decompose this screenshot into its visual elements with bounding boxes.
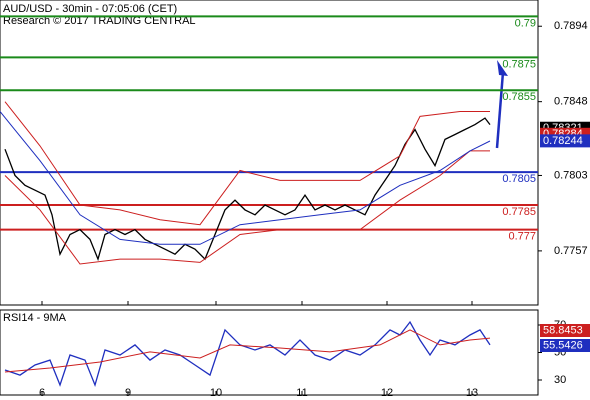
- y-tick-label: 30: [554, 374, 566, 386]
- x-tick-label: 12: [381, 387, 393, 399]
- price-tag: [540, 324, 590, 337]
- series-line: [4, 117, 491, 262]
- y-tick-label: 0.7803: [554, 169, 588, 181]
- price-tag-label: 58.8453: [543, 324, 583, 336]
- x-tick-label: 10: [210, 387, 222, 399]
- rsi-panel: [0, 309, 539, 396]
- arrow-head: [497, 60, 508, 76]
- level-label: 0.7805: [502, 173, 536, 185]
- price-tag-label: 0.78244: [543, 135, 583, 147]
- series-line: [4, 150, 490, 265]
- rsi-title: RSI14 - 9MA: [3, 312, 67, 324]
- series-line: [4, 329, 491, 373]
- level-label: 0.777: [508, 230, 536, 242]
- x-tick-label: 13: [466, 387, 478, 399]
- level-label: 0.79: [515, 17, 536, 29]
- chart-title: AUD/USD - 30min - 07:05:06 (CET): [3, 3, 177, 15]
- x-tick-label: 9: [125, 387, 131, 399]
- forecast-arrow: [495, 71, 505, 149]
- series-line: [0, 111, 491, 245]
- level-label: 0.7875: [502, 58, 536, 70]
- price-panel: [0, 0, 539, 306]
- chart-subtitle: Research © 2017 TRADING CENTRAL: [3, 15, 196, 27]
- x-tick-label: 6: [39, 387, 45, 399]
- series-line: [4, 320, 491, 388]
- price-tag: [540, 134, 590, 148]
- y-tick-label: 0.7757: [554, 245, 588, 257]
- price-tag: [540, 339, 590, 352]
- x-tick-label: 11: [296, 387, 307, 399]
- level-label: 0.7855: [502, 91, 536, 103]
- series-line: [4, 101, 490, 226]
- y-tick-label: 0.7848: [554, 96, 588, 108]
- price-tag-label: 55.5426: [543, 339, 583, 351]
- y-tick-label: 0.7894: [554, 20, 588, 32]
- level-label: 0.7785: [502, 206, 536, 218]
